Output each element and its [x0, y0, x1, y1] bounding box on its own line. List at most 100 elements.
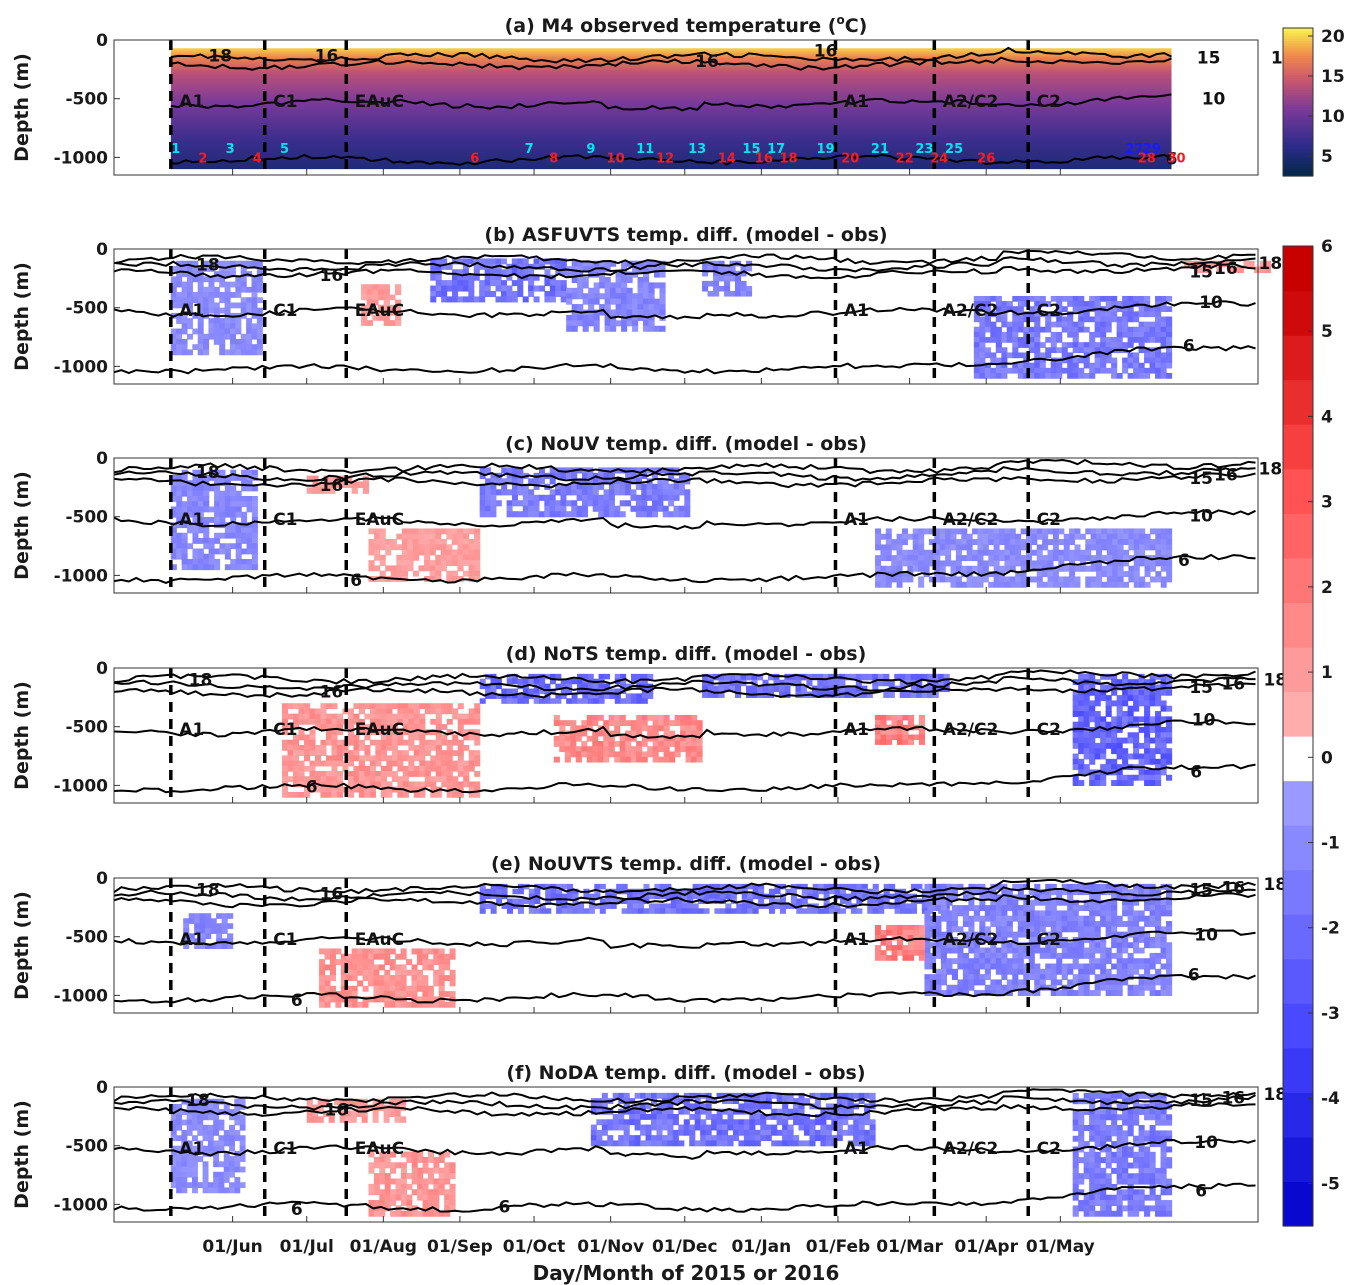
cold-anomaly-cell: [441, 258, 448, 265]
cold-anomaly-cell: [1116, 968, 1123, 975]
cold-anomaly-cell: [1078, 979, 1085, 986]
cold-anomaly-cell: [891, 560, 898, 567]
cold-anomaly-cell: [235, 559, 242, 565]
warm-anomaly-cell: [292, 724, 300, 730]
cold-anomaly-cell: [479, 258, 486, 265]
cold-anomaly-cell: [555, 263, 562, 270]
cold-anomaly-cell: [673, 505, 680, 512]
cold-anomaly-cell: [916, 673, 923, 681]
cold-anomaly-cell: [681, 903, 688, 909]
cold-anomaly-cell: [240, 333, 247, 340]
warm-anomaly-cell: [298, 703, 305, 710]
cold-anomaly-cell: [528, 505, 535, 512]
cold-anomaly-cell: [187, 522, 194, 529]
cold-anomaly-cell: [747, 893, 754, 900]
warm-anomaly-cell: [402, 765, 409, 772]
warm-anomaly-cell: [446, 570, 453, 577]
warm-anomaly-cell: [342, 760, 349, 767]
cold-anomaly-cell: [1017, 915, 1024, 922]
cold-anomaly-cell: [208, 559, 215, 565]
warm-anomaly-cell: [581, 730, 588, 737]
cold-anomaly-cell: [571, 260, 578, 267]
warm-anomaly-cell: [457, 729, 464, 736]
warm-anomaly-cell: [347, 734, 354, 741]
cold-anomaly-cell: [214, 474, 221, 481]
cold-anomaly-cell: [1012, 899, 1019, 906]
warm-anomaly-cell: [647, 735, 654, 742]
cold-anomaly-cell: [1111, 684, 1118, 691]
warm-anomaly-cell: [663, 751, 670, 758]
cold-anomaly-cell: [1017, 301, 1024, 307]
cold-anomaly-cell: [867, 908, 874, 914]
warm-anomaly-cell: [435, 776, 442, 783]
cold-anomaly-cell: [1036, 528, 1043, 535]
cold-anomaly-cell: [1090, 560, 1097, 567]
cold-anomaly-cell: [1034, 301, 1041, 307]
cold-anomaly-cell: [1012, 347, 1019, 354]
cold-anomaly-cell: [1094, 910, 1101, 917]
cold-anomaly-cell: [1009, 576, 1016, 583]
cold-anomaly-cell: [1069, 555, 1076, 562]
cold-anomaly-cell: [598, 478, 605, 485]
warm-anomaly-cell: [441, 724, 448, 730]
warm-anomaly-cell: [282, 771, 289, 777]
warm-anomaly-cell: [630, 730, 637, 737]
cold-anomaly-cell: [604, 325, 611, 332]
cold-anomaly-cell: [545, 893, 552, 900]
warm-anomaly-cell: [891, 719, 898, 726]
cold-anomaly-cell: [517, 472, 524, 479]
cold-anomaly-cell: [192, 485, 199, 492]
cold-anomaly-cell: [713, 265, 720, 272]
cold-anomaly-cell: [186, 333, 193, 340]
cold-anomaly-cell: [485, 489, 492, 496]
cold-anomaly-cell: [194, 923, 201, 929]
warm-anomaly-cell: [309, 729, 316, 736]
cold-anomaly-cell: [566, 287, 573, 294]
cold-anomaly-cell: [501, 489, 508, 496]
warm-anomaly-cell: [334, 481, 342, 488]
cold-anomaly-cell: [1144, 963, 1151, 970]
cold-anomaly-cell: [1083, 695, 1090, 702]
warm-anomaly-cell: [396, 554, 403, 561]
warm-anomaly-cell: [430, 729, 437, 736]
cold-anomaly-cell: [457, 280, 464, 287]
cold-anomaly-cell: [598, 693, 605, 699]
cold-anomaly-cell: [230, 532, 237, 539]
cold-anomaly-cell: [652, 511, 658, 518]
warm-anomaly-cell: [320, 781, 327, 788]
region-label: A1: [844, 301, 869, 321]
warm-anomaly-cell: [641, 741, 648, 747]
cold-anomaly-cell: [1094, 984, 1101, 991]
cold-anomaly-cell: [1133, 695, 1140, 702]
cold-anomaly-cell: [681, 908, 688, 914]
cold-anomaly-cell: [1094, 974, 1101, 981]
warm-anomaly-cell: [674, 746, 681, 753]
cold-anomaly-cell: [1155, 764, 1162, 771]
warm-anomaly-cell: [608, 746, 615, 753]
warm-anomaly-cell: [401, 560, 409, 567]
cold-anomaly-cell: [187, 511, 194, 518]
cold-anomaly-cell: [1078, 684, 1085, 691]
region-label: A1: [844, 92, 869, 112]
warm-anomaly-cell: [368, 544, 375, 551]
cold-anomaly-cell: [565, 511, 572, 518]
cold-anomaly-cell: [631, 673, 638, 680]
cold-anomaly-cell: [1001, 990, 1008, 996]
cold-anomaly-cell: [197, 286, 204, 293]
panel-title: (b) ASFUVTS temp. diff. (model - obs): [484, 224, 887, 246]
cold-anomaly-cell: [767, 685, 775, 693]
warm-anomaly-cell: [429, 528, 436, 535]
warm-anomaly-cell: [323, 481, 330, 488]
warm-anomaly-cell: [331, 739, 338, 746]
cold-anomaly-cell: [1138, 362, 1145, 369]
cold-anomaly-cell: [1067, 894, 1074, 901]
cold-anomaly-cell: [203, 333, 210, 340]
cold-anomaly-cell: [900, 903, 907, 909]
cold-anomaly-cell: [610, 320, 617, 327]
cold-anomaly-cell: [539, 698, 546, 704]
cold-anomaly-cell: [183, 923, 190, 929]
cold-anomaly-cell: [582, 500, 588, 507]
warm-anomaly-cell: [320, 739, 327, 746]
cold-anomaly-cell: [457, 269, 464, 276]
cold-anomaly-cell: [1116, 921, 1123, 927]
